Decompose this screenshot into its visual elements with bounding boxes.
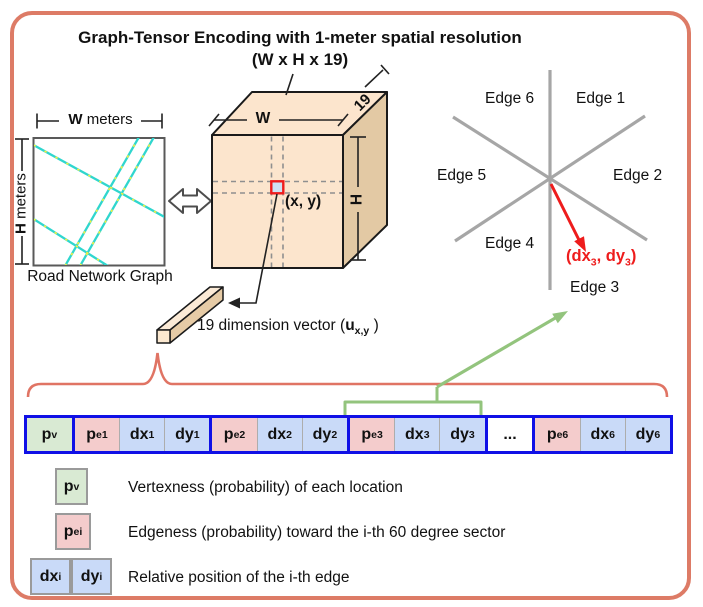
edge-3-label: Edge 3 [570,279,620,296]
equivalence-arrow-icon [168,188,212,214]
xy-cell-label: (x, y) [285,193,322,210]
cube-height-measure [350,136,366,261]
edge-1-label: Edge 1 [576,90,626,107]
figure-title: Graph-Tensor Encoding with 1-meter spati… [60,27,540,70]
bar-cell-pe1: p e1 [74,418,120,451]
bar-cell-ellipsis: ... [487,418,533,451]
bar-cell-dx6: dx 6 [579,418,625,451]
bar-cell-pe2: p e2 [212,418,257,451]
bar-group-edge2: p e2 dx 2 dy 2 [212,418,351,451]
cube-depth-measure [285,64,390,96]
edge-5-label: Edge 5 [437,167,487,184]
legend-vertexness-description: Vertexness (probability) of each locatio… [128,479,403,496]
cube-height-label: H [348,193,366,206]
legend-dy-box: dy i [71,558,112,595]
bar-group-ellipsis: ... [487,418,536,451]
road-height-measure [15,138,29,265]
bar-group-edge3: p e3 dx 3 dy 3 [350,418,488,451]
edge-sector-star [452,70,648,290]
edge-6-label: Edge 6 [485,90,535,107]
vector-dimension-note: 19 dimension vector (ux,y ) [197,317,379,338]
bar-cell-dy1: dy 1 [164,418,210,451]
cube-width-label: W [255,110,271,127]
dx3-dy3-arrow [549,183,586,252]
legend-edgeness-box: p ei [55,513,91,550]
dx3-dy3-label: (dx3, dy3) [566,247,637,269]
xy-cell-marker [270,180,285,195]
road-width-measure [36,113,163,129]
bar-cell-dy2: dy 2 [301,418,347,451]
edge-4-label: Edge 4 [485,235,535,252]
road-graph-box [32,137,166,267]
cube-width-measure [208,113,349,127]
road-width-label: W meters [68,111,133,128]
title-line-2: (W x H x 19) [251,49,349,69]
vector-span-brace [26,352,669,398]
bar-cell-pe6: p e6 [535,418,580,451]
tensor-cube [211,91,388,269]
group3-bracket-arrow [343,311,568,415]
road-height-label: H meters [12,173,30,234]
legend-edgeness-description: Edgeness (probability) toward the i-th 6… [128,524,506,541]
bar-cell-dx1: dx 1 [119,418,165,451]
road-graph-roads [34,138,164,265]
bar-cell-dy6: dy 6 [624,418,671,451]
legend-dx-box: dx i [30,558,71,595]
bar-cell-dy3: dy 3 [439,418,485,451]
bar-cell-dx2: dx 2 [256,418,302,451]
bar-group-edge1: p e1 dx 1 dy 1 [74,418,213,451]
bar-group-edge6: p e6 dx 6 dy 6 [535,418,671,451]
bar-cell-dx3: dx 3 [394,418,440,451]
road-graph-caption: Road Network Graph [27,268,173,285]
edge-2-label: Edge 2 [613,167,663,184]
cell-to-vector-connector [228,193,278,309]
bar-cell-pe3: p e3 [350,418,395,451]
legend-position-description: Relative position of the i-th edge [128,569,350,586]
title-line-1: Graph-Tensor Encoding with 1-meter spati… [78,28,522,47]
vector-stick [156,286,224,344]
